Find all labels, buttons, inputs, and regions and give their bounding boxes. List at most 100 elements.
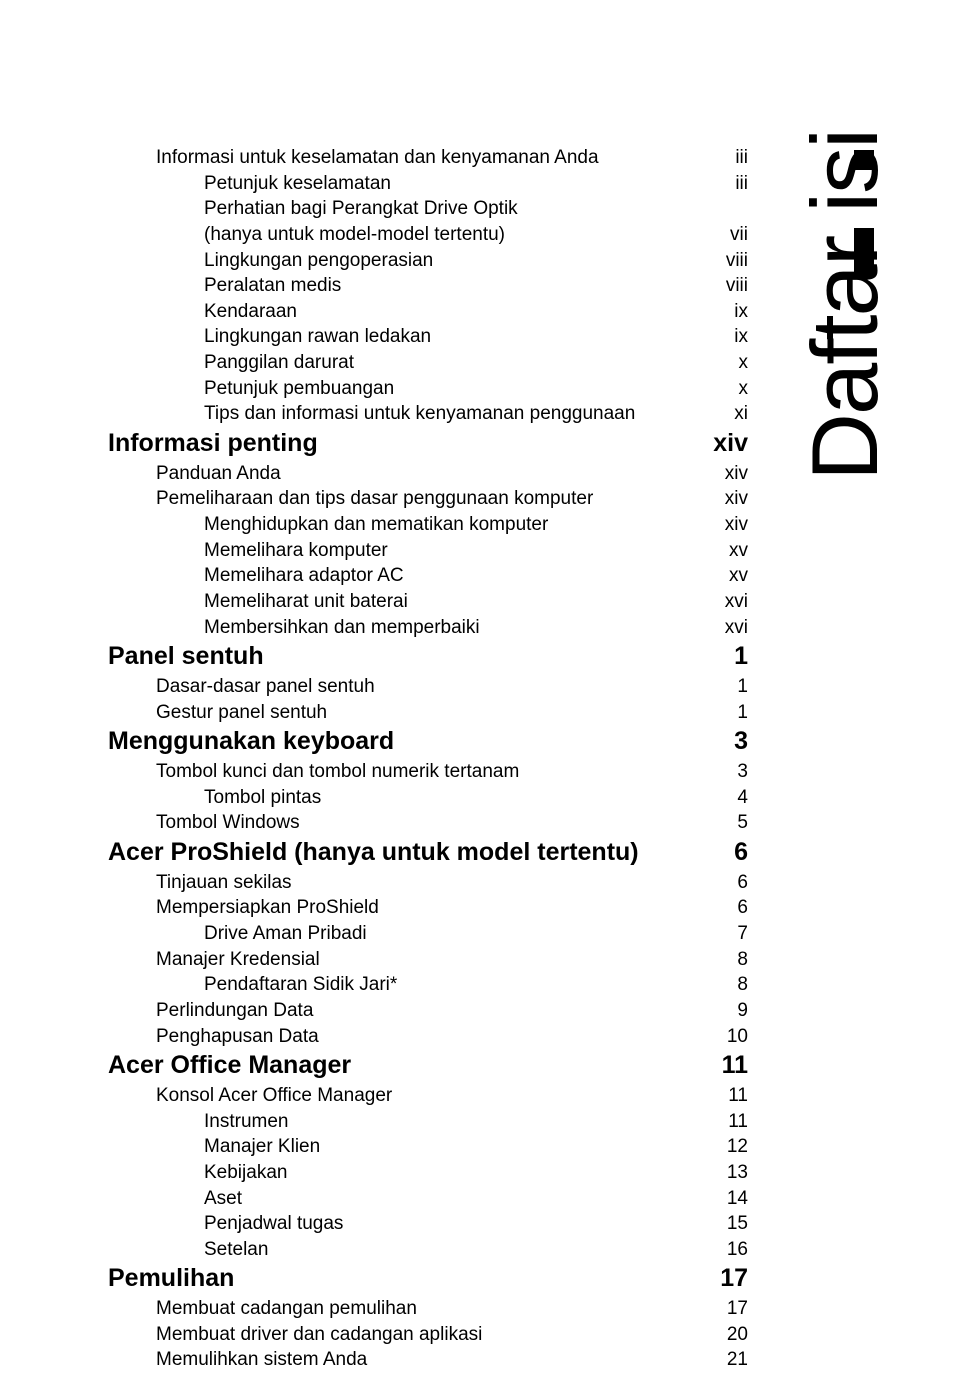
toc-title: Panel sentuh — [108, 640, 734, 674]
toc-title: Manajer Klien — [204, 1134, 727, 1160]
toc-title: Kebijakan — [204, 1160, 727, 1186]
toc-page: 15 — [727, 1211, 748, 1237]
toc-title: Informasi untuk keselamatan dan kenyaman… — [156, 145, 735, 171]
toc-title: Petunjuk keselamatan — [204, 171, 735, 197]
toc-row: Panggilan daruratx — [108, 350, 748, 376]
toc-title: Memelihara adaptor AC — [204, 563, 729, 589]
toc-page: 9 — [737, 998, 748, 1024]
toc-page: 6 — [734, 836, 748, 870]
toc-title: Memelihara komputer — [204, 538, 729, 564]
toc-page: 6 — [737, 870, 748, 896]
toc-row: Dasar-dasar panel sentuh1 — [108, 674, 748, 700]
toc-row: Konsol Acer Office Manager11 — [108, 1083, 748, 1109]
toc-title: Lingkungan rawan ledakan — [204, 324, 734, 350]
toc-page: 17 — [720, 1262, 748, 1296]
toc-title: Tinjauan sekilas — [156, 870, 737, 896]
toc-page: 11 — [728, 1109, 748, 1135]
toc-row: Acer Office Manager11 — [108, 1049, 748, 1083]
toc-container: Informasi untuk keselamatan dan kenyaman… — [108, 145, 748, 1373]
toc-row: Instrumen11 — [108, 1109, 748, 1135]
toc-page: 14 — [727, 1186, 748, 1212]
toc-title: Petunjuk pembuangan — [204, 376, 739, 402]
toc-title: Menggunakan keyboard — [108, 725, 734, 759]
toc-row: Lingkungan pengoperasianviii — [108, 248, 748, 274]
toc-row: Informasi untuk keselamatan dan kenyaman… — [108, 145, 748, 171]
toc-title: Membuat cadangan pemulihan — [156, 1296, 727, 1322]
toc-page: xiv — [725, 512, 748, 538]
toc-row: Peralatan medisviii — [108, 273, 748, 299]
toc-title: Manajer Kredensial — [156, 947, 737, 973]
toc-title: Pemeliharaan dan tips dasar penggunaan k… — [156, 486, 725, 512]
toc-title: Pemulihan — [108, 1262, 720, 1296]
toc-page: ix — [734, 324, 748, 350]
toc-title: Panduan Anda — [156, 461, 725, 487]
toc-title: Perhatian bagi Perangkat Drive Optik — [204, 196, 748, 222]
toc-row: Informasi pentingxiv — [108, 427, 748, 461]
toc-page: 3 — [734, 725, 748, 759]
toc-page: 5 — [737, 810, 748, 836]
toc-row: Membuat driver dan cadangan aplikasi20 — [108, 1322, 748, 1348]
toc-page: iii — [735, 145, 748, 171]
toc-page: 4 — [737, 785, 748, 811]
toc-title: Informasi penting — [108, 427, 713, 461]
side-dot — [854, 150, 874, 170]
toc-page: 7 — [737, 921, 748, 947]
toc-row: Memelihara komputerxv — [108, 538, 748, 564]
toc-page: 1 — [737, 674, 748, 700]
toc-row: Aset14 — [108, 1186, 748, 1212]
toc-row: Membuat cadangan pemulihan17 — [108, 1296, 748, 1322]
toc-page: 11 — [722, 1049, 748, 1083]
toc-title: Pendaftaran Sidik Jari* — [204, 972, 737, 998]
toc-row: Memeliharat unit bateraixvi — [108, 589, 748, 615]
toc-page: 12 — [727, 1134, 748, 1160]
toc-row: Acer ProShield (hanya untuk model terten… — [108, 836, 748, 870]
toc-page: 3 — [737, 759, 748, 785]
toc-title: Instrumen — [204, 1109, 728, 1135]
toc-title: Acer Office Manager — [108, 1049, 722, 1083]
toc-row: Manajer Klien12 — [108, 1134, 748, 1160]
toc-page: xiv — [713, 427, 748, 461]
toc-row: Penjadwal tugas15 — [108, 1211, 748, 1237]
toc-page: 6 — [737, 895, 748, 921]
toc-page: 11 — [728, 1083, 748, 1109]
toc-page: 8 — [737, 972, 748, 998]
toc-row: (hanya untuk model-model tertentu)vii — [108, 222, 748, 248]
toc-row: Kendaraanix — [108, 299, 748, 325]
toc-title: Lingkungan pengoperasian — [204, 248, 726, 274]
toc-row: Manajer Kredensial8 — [108, 947, 748, 973]
toc-row: Tinjauan sekilas6 — [108, 870, 748, 896]
toc-page: xvi — [725, 589, 748, 615]
toc-row: Tips dan informasi untuk kenyamanan peng… — [108, 401, 748, 427]
toc-title: Memulihkan sistem Anda — [156, 1347, 727, 1373]
toc-row: Gestur panel sentuh1 — [108, 700, 748, 726]
toc-title: Penjadwal tugas — [204, 1211, 727, 1237]
toc-page: x — [739, 350, 749, 376]
toc-page: xiv — [725, 486, 748, 512]
toc-title: Panggilan darurat — [204, 350, 739, 376]
toc-page: 20 — [727, 1322, 748, 1348]
toc-title: Membuat driver dan cadangan aplikasi — [156, 1322, 727, 1348]
toc-page: x — [739, 376, 749, 402]
toc-page: ix — [734, 299, 748, 325]
toc-row: Memulihkan sistem Anda21 — [108, 1347, 748, 1373]
toc-row: Kebijakan13 — [108, 1160, 748, 1186]
toc-title: Drive Aman Pribadi — [204, 921, 737, 947]
toc-page: viii — [726, 248, 748, 274]
side-title: Daftar isi — [798, 130, 892, 481]
toc-page: xvi — [725, 615, 748, 641]
toc-row: Lingkungan rawan ledakanix — [108, 324, 748, 350]
toc-title: (hanya untuk model-model tertentu) — [204, 222, 730, 248]
toc-row: Petunjuk pembuanganx — [108, 376, 748, 402]
toc-row: Panduan Andaxiv — [108, 461, 748, 487]
toc-page: 1 — [737, 700, 748, 726]
toc-row: Pemulihan17 — [108, 1262, 748, 1296]
toc-title: Penghapusan Data — [156, 1024, 727, 1050]
toc-page: viii — [726, 273, 748, 299]
toc-title: Dasar-dasar panel sentuh — [156, 674, 737, 700]
toc-row: Menghidupkan dan mematikan komputerxiv — [108, 512, 748, 538]
toc-title: Peralatan medis — [204, 273, 726, 299]
toc-page: xiv — [725, 461, 748, 487]
toc-page: vii — [730, 222, 748, 248]
toc-row: Memelihara adaptor ACxv — [108, 563, 748, 589]
toc-page: 10 — [727, 1024, 748, 1050]
